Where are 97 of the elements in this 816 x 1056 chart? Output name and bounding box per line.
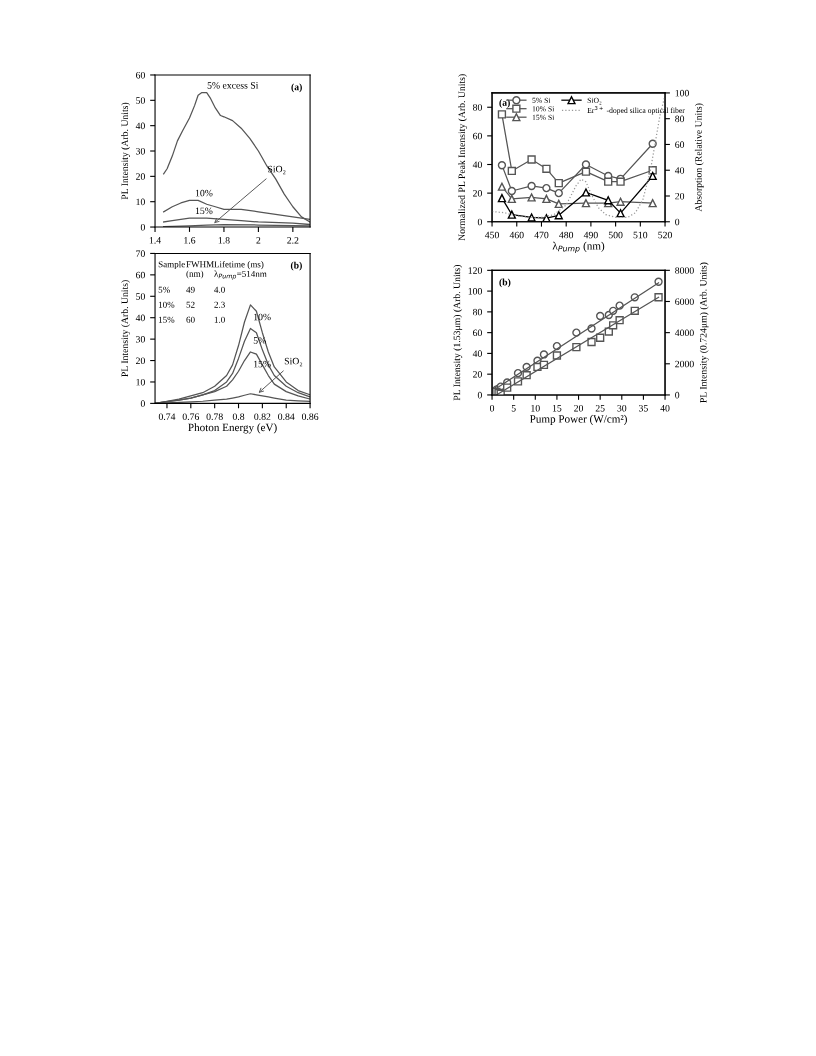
y2-tick-label: 40 <box>674 167 685 174</box>
y-tick-label: 0 <box>477 218 482 226</box>
y2-tick-label: 4000 <box>674 329 694 337</box>
y-tick-label: 80 <box>472 308 482 316</box>
x-tick-label: 450 <box>484 231 499 239</box>
y-tick-label: 40 <box>135 314 145 322</box>
x-tick-label: 20 <box>574 404 584 412</box>
x-tick-label: 1.6 <box>184 237 196 244</box>
y2-tick-label: 60 <box>675 141 685 148</box>
y-tick-label: 70 <box>136 250 145 257</box>
y2-tick-label: 100 <box>675 89 689 97</box>
y-tick-label: 60 <box>473 329 482 337</box>
x-tick-label: 25 <box>595 404 605 412</box>
y2-tick-label: 20 <box>675 192 685 200</box>
x-tick-label: 480 <box>559 231 574 239</box>
y-tick-label: 60 <box>136 71 145 79</box>
y-tick-label: 0 <box>477 391 482 399</box>
y-tick-label: 30 <box>136 147 145 155</box>
y-tick-label: 20 <box>136 357 145 365</box>
y2-axis-title: PL Intensity (0.724μm) (Arb. Units) <box>699 262 709 403</box>
x-tick-label: 2.2 <box>287 237 299 244</box>
x-tick-label: 30 <box>617 404 627 412</box>
annotation: SiO₂ <box>268 165 286 175</box>
y-axis-title: Normalized PL Peak Intensity (Arb. Units) <box>458 74 468 241</box>
x-axis-title: Photon Energy (eV) <box>188 423 277 434</box>
x-axis-title: Pump Power (W/cm²) <box>529 414 627 425</box>
text: (b) <box>499 278 511 288</box>
annotation: 15% <box>158 316 175 323</box>
x-tick-label: 0.84 <box>278 413 295 420</box>
y-tick-label: 40 <box>472 161 482 168</box>
x-tick-label: 0.86 <box>301 413 319 420</box>
text: (b) <box>290 261 302 271</box>
x-tick-label: 0.82 <box>254 413 271 420</box>
y-axis-title: PL Intensity (1.53μm) (Arb. Units) <box>453 265 463 401</box>
y2-tick-label: 0 <box>675 391 680 399</box>
x-axis-title: λ$_{Pump}$ (nm) <box>552 241 605 253</box>
y-tick-label: 80 <box>472 104 482 111</box>
y-tick-label: 100 <box>468 288 482 295</box>
y-tick-label: 10 <box>136 378 145 386</box>
y-axis-title: PL Intensity (Arb. Units) <box>121 280 131 377</box>
x-tick-label: 460 <box>509 231 524 239</box>
x-tick-label: 15 <box>552 404 562 412</box>
y-tick-label: 50 <box>136 97 145 104</box>
x-tick-label: 5 <box>511 405 516 412</box>
annotation: Sample <box>158 260 185 270</box>
text: (a) <box>499 99 510 108</box>
series-label: 5% excess Si <box>207 82 259 89</box>
y-tick-label: 50 <box>136 293 145 300</box>
annotation: 1.0 <box>214 316 225 323</box>
annotation: 5% <box>158 286 170 293</box>
x-tick-label: 1.4 <box>149 237 161 244</box>
text: (a) <box>291 83 302 93</box>
y2-tick-label: 2000 <box>675 360 694 368</box>
y-tick-label: 30 <box>136 336 145 343</box>
y2-axis-title: Absorption (Relative Units) <box>694 103 704 212</box>
y2-tick-label: 8000 <box>675 267 694 274</box>
annotation: 52 <box>186 301 195 308</box>
y-tick-label: 0 <box>140 223 145 231</box>
y-tick-label: 20 <box>136 173 145 180</box>
y-tick-label: 120 <box>468 267 482 274</box>
x-tick-label: 0.8 <box>232 413 245 420</box>
x-tick-label: 1.8 <box>218 237 230 244</box>
x-tick-label: 510 <box>633 231 648 239</box>
y2-tick-label: 80 <box>675 115 685 123</box>
annotation: 2.3 <box>214 301 225 308</box>
series-label: 15% <box>195 207 213 215</box>
x-tick-label: 0.74 <box>158 413 176 420</box>
y2-tick-label: 0 <box>675 218 680 226</box>
x-tick-label: 520 <box>658 231 672 239</box>
x-tick-label: 0 <box>489 404 495 412</box>
annotation: 10% <box>158 301 175 308</box>
y-tick-label: 20 <box>473 190 482 197</box>
y-tick-label: 20 <box>473 371 482 378</box>
annotation: FWHM (nm) <box>186 261 214 279</box>
series-label: 10% <box>195 189 213 197</box>
y2-tick-label: 6000 <box>675 298 694 305</box>
y-tick-label: 10 <box>136 198 145 206</box>
x-tick-label: 10 <box>531 404 540 412</box>
x-tick-label: 490 <box>583 231 598 239</box>
annotation: 4.0 <box>214 286 225 293</box>
y-tick-label: 60 <box>473 132 482 140</box>
y-tick-label: 60 <box>136 271 145 279</box>
x-tick-label: 470 <box>534 231 549 239</box>
x-tick-label: 500 <box>608 231 623 239</box>
x-tick-label: 40 <box>660 404 670 412</box>
annotation: 49 <box>186 286 195 293</box>
annotation: Lifetime (ms) λ$_{Pump}$=514nm <box>214 260 267 280</box>
series-label: 10% <box>254 313 271 321</box>
x-tick-label: 0.78 <box>206 413 223 420</box>
y-tick-label: 40 <box>135 122 145 130</box>
annotation: 60 <box>186 316 195 323</box>
x-tick-label: 35 <box>639 404 648 412</box>
y-axis-title: PL Intensity (Arb. Units) <box>121 102 131 200</box>
annotation: SiO₂ <box>284 357 303 367</box>
y-tick-label: 40 <box>472 350 482 357</box>
x-tick-label: 2 <box>256 237 261 244</box>
x-tick-label: 0.76 <box>182 413 200 420</box>
